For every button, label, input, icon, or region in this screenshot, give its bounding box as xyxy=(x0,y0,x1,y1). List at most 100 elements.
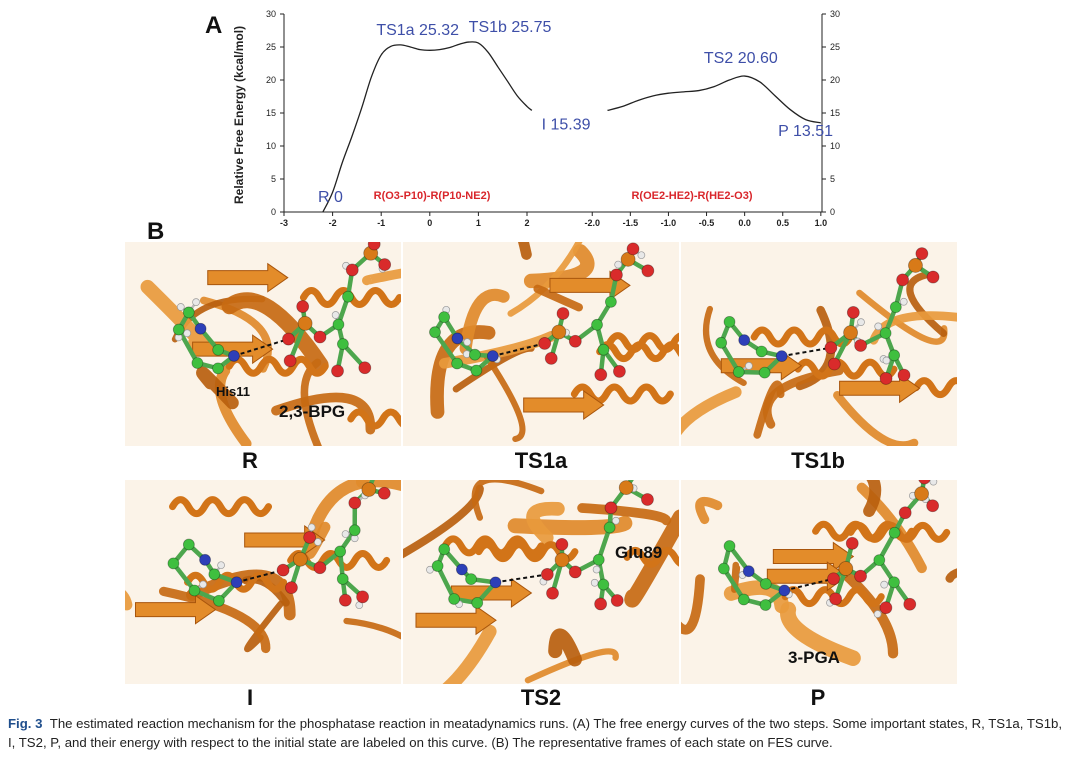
y-tick-label-left: 30 xyxy=(266,9,276,19)
hydrogen-atom xyxy=(217,561,225,570)
carbon-atom xyxy=(604,295,617,308)
protein-ribbon xyxy=(518,242,532,260)
x-tick-label-left: 2 xyxy=(524,218,529,228)
oxygen-atom xyxy=(313,561,327,575)
phosphorus-atom xyxy=(361,482,377,497)
molecular-frame xyxy=(403,242,679,446)
hydrogen-atom xyxy=(614,260,623,269)
carbon-atom xyxy=(167,557,180,570)
state-annotation: P 13.51 xyxy=(778,123,833,140)
nitrogen-atom xyxy=(194,322,207,335)
carbon-atom xyxy=(715,336,728,349)
carbon-atom xyxy=(732,366,745,378)
oxygen-atom xyxy=(338,593,352,607)
oxygen-atom xyxy=(854,339,868,352)
oxygen-atom xyxy=(544,352,558,365)
state-annotation: R 0 xyxy=(318,189,343,206)
hydrogen-atom xyxy=(880,580,889,589)
oxygen-atom xyxy=(926,270,940,284)
protein-helix xyxy=(596,341,679,363)
protein-sheet xyxy=(839,373,921,404)
oxygen-atom xyxy=(367,242,381,251)
nitrogen-atom xyxy=(455,563,468,576)
hydrogen-atom xyxy=(341,530,350,538)
protein-ribbon xyxy=(459,288,510,355)
y-tick-label-left: 15 xyxy=(266,108,276,118)
oxygen-atom xyxy=(610,268,623,282)
oxygen-atom xyxy=(556,307,570,320)
carbon-atom xyxy=(737,593,750,606)
oxygen-atom xyxy=(610,594,624,607)
nitrogen-atom xyxy=(199,553,211,566)
state-annotation: TS2 20.60 xyxy=(704,50,778,67)
y-tick-label-right: 25 xyxy=(830,42,840,52)
oxygen-atom xyxy=(854,569,867,583)
x-tick-label-right: -1.5 xyxy=(623,218,639,228)
protein-ribbon xyxy=(343,617,401,640)
phosphorus-atom xyxy=(838,561,854,576)
carbon-atom xyxy=(208,568,221,581)
x-tick-label-right: -1.0 xyxy=(661,218,677,228)
protein-sheet xyxy=(549,270,631,301)
carbon-atom xyxy=(431,560,444,572)
oxygen-atom xyxy=(538,337,552,350)
carbon-atom xyxy=(334,545,347,558)
hydrogen-atom xyxy=(463,338,472,346)
oxygen-atom xyxy=(897,368,911,382)
figure-caption-text: The estimated reaction mechanism for the… xyxy=(8,716,1063,750)
hydrogen-bond xyxy=(492,342,545,357)
residue-label: 3-PGA xyxy=(788,648,840,667)
frame-caption-ts2: TS2 xyxy=(520,685,562,710)
protein-ribbon xyxy=(471,480,545,521)
nitrogen-atom xyxy=(738,334,751,347)
carbon-atom xyxy=(451,357,463,370)
frame-caption-ts1a: TS1a xyxy=(514,448,568,473)
oxygen-atom xyxy=(827,357,841,371)
frame-background xyxy=(681,242,957,446)
carbon-atom xyxy=(213,594,225,607)
carbon-atom xyxy=(758,366,771,379)
protein-ribbon xyxy=(221,292,329,373)
oxygen-atom xyxy=(594,597,608,611)
protein-ribbon xyxy=(362,268,401,286)
protein-ribbon xyxy=(681,574,705,635)
phosphorus-atom xyxy=(297,315,313,331)
oxygen-atom xyxy=(879,601,893,615)
phosphorus-atom xyxy=(914,486,929,502)
carbon-atom xyxy=(888,349,901,362)
carbon-atom xyxy=(759,578,772,590)
residue-label: Glu89 xyxy=(615,543,663,562)
y-tick-label-right: 15 xyxy=(830,108,840,118)
state-annotation: TS1b 25.75 xyxy=(469,19,552,36)
panel-b-label: B xyxy=(147,218,165,245)
hydrogen-bond xyxy=(236,569,284,584)
hydrogen-atom xyxy=(882,356,891,365)
molecule-bond xyxy=(433,330,459,365)
hydrogen-bond xyxy=(784,577,834,592)
figure-number: Fig. 3 xyxy=(8,716,43,731)
oxygen-atom xyxy=(283,354,297,368)
state-annotation: TS1a 25.32 xyxy=(376,22,459,39)
phosphorus-atom xyxy=(618,480,634,496)
protein-helix xyxy=(475,541,579,563)
hydrogen-atom xyxy=(874,322,883,331)
hydrogen-atom xyxy=(592,565,601,574)
oxygen-atom xyxy=(613,365,626,378)
x-tick-label-left: -2 xyxy=(329,218,337,228)
curve-label-step1: R(O3-P10)-R(P10-NE2) xyxy=(374,190,491,202)
x-tick-label-left: 0 xyxy=(427,218,432,228)
carbon-atom xyxy=(172,323,185,336)
molecular-frame xyxy=(125,242,401,446)
hydrogen-atom xyxy=(612,516,620,525)
y-tick-label-right: 10 xyxy=(830,141,840,151)
residue-label: His11 xyxy=(216,384,250,399)
protein-helix xyxy=(225,355,329,377)
oxygen-atom xyxy=(829,592,843,606)
hydrogen-atom xyxy=(873,610,882,618)
protein-helix xyxy=(606,332,679,353)
carbon-atom xyxy=(723,540,736,552)
carbon-atom xyxy=(470,364,483,377)
phosphorus-atom xyxy=(843,325,858,341)
protein-ribbon xyxy=(730,561,741,593)
nitrogen-atom xyxy=(228,350,240,362)
